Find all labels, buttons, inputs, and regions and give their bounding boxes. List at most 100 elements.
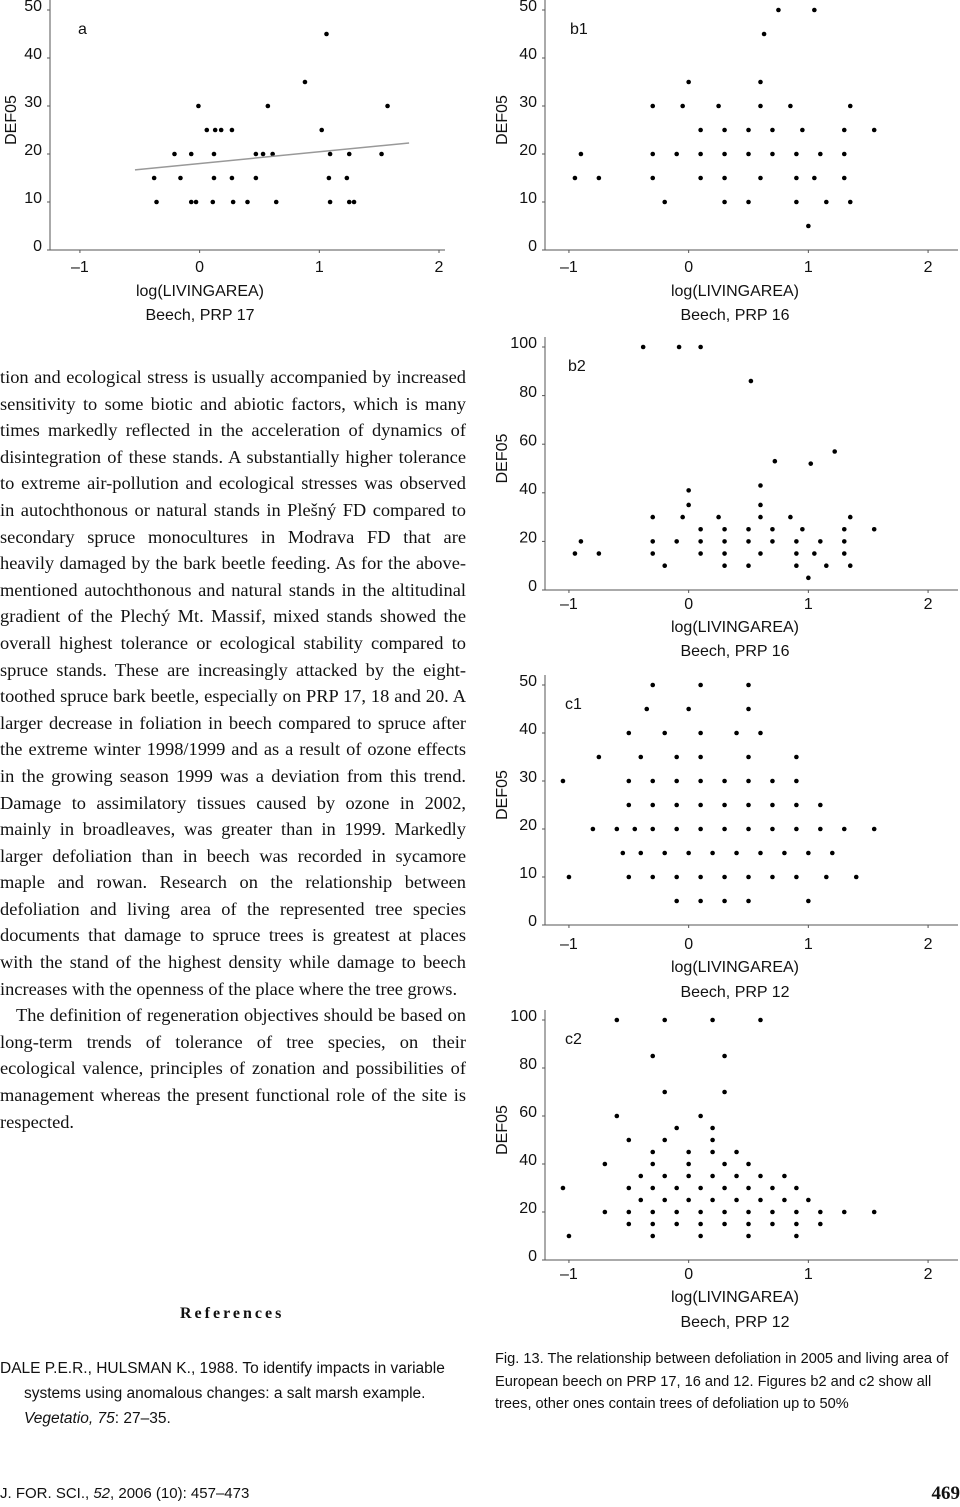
point <box>662 1137 668 1143</box>
point <box>578 151 584 157</box>
point <box>722 1185 727 1191</box>
point <box>782 850 787 856</box>
point <box>218 127 224 133</box>
point <box>841 127 847 133</box>
point <box>746 874 751 880</box>
point <box>650 1209 656 1215</box>
point <box>770 526 775 532</box>
journal: J. FOR. SCI., <box>0 1485 94 1502</box>
paragraph: The definition of regeneration objective… <box>0 1005 466 1132</box>
reference-text: DALE P.E.R., HULSMAN K., 1988. To identi… <box>0 1360 445 1402</box>
point <box>746 127 751 133</box>
point <box>626 1209 632 1215</box>
point <box>746 1221 751 1227</box>
point <box>632 826 638 832</box>
point <box>674 778 679 784</box>
point <box>686 1173 691 1179</box>
x-tick-label: 2 <box>924 1266 933 1283</box>
x-tick-label: 0 <box>684 259 693 276</box>
point <box>596 175 602 181</box>
point <box>626 1221 632 1227</box>
x-tick-label: –1 <box>71 259 89 276</box>
y-tick-label: 40 <box>519 1152 537 1169</box>
point <box>746 706 751 712</box>
point <box>650 1221 656 1227</box>
point <box>344 175 350 181</box>
point <box>710 1197 715 1203</box>
point <box>746 151 751 157</box>
point <box>196 103 201 109</box>
point <box>806 1197 811 1203</box>
point <box>788 103 793 109</box>
point <box>841 551 847 556</box>
point <box>746 1233 751 1239</box>
point <box>722 199 727 205</box>
point <box>794 563 799 568</box>
point <box>698 526 703 532</box>
chart-subtitle: Beech, PRP 16 <box>680 643 789 660</box>
point <box>758 1173 763 1179</box>
point <box>229 175 235 181</box>
point <box>674 802 679 808</box>
y-tick-label: 100 <box>510 1008 537 1025</box>
point <box>830 850 835 856</box>
x-tick-label: 2 <box>924 936 933 953</box>
y-tick-label: 20 <box>24 142 42 159</box>
chart-subtitle: Beech, PRP 12 <box>680 984 789 1001</box>
y-tick-label: 40 <box>24 46 42 63</box>
point <box>265 103 271 109</box>
y-axis-label: DEF05 <box>494 770 511 820</box>
point <box>824 874 829 880</box>
point <box>346 151 352 157</box>
point <box>193 199 199 205</box>
point <box>841 175 847 181</box>
y-tick-label: 10 <box>519 190 537 207</box>
y-tick-label: 20 <box>519 142 537 159</box>
y-axis-label: DEF05 <box>494 1105 511 1155</box>
point <box>722 526 727 532</box>
point <box>722 1161 727 1167</box>
point <box>270 151 275 157</box>
x-tick-label: 0 <box>195 259 204 276</box>
point <box>674 1209 679 1215</box>
point <box>758 514 763 520</box>
point <box>794 826 799 832</box>
point <box>812 175 817 181</box>
point <box>871 826 877 832</box>
point <box>680 514 685 520</box>
point <box>722 151 727 157</box>
y-axis-label: DEF05 <box>494 434 511 484</box>
x-tick-label: 0 <box>684 1266 693 1283</box>
point <box>772 458 778 464</box>
x-tick-label: 1 <box>804 596 813 613</box>
point <box>710 1017 715 1023</box>
point <box>614 1017 620 1023</box>
point <box>578 539 584 544</box>
point <box>808 461 814 466</box>
point <box>722 898 727 904</box>
point <box>686 850 691 856</box>
y-tick-label: 10 <box>519 865 537 882</box>
panel-label: c1 <box>565 696 582 713</box>
point <box>800 526 805 532</box>
point <box>698 778 703 784</box>
point <box>818 1209 823 1215</box>
point <box>841 539 847 544</box>
y-tick-label: 50 <box>519 0 537 15</box>
y-tick-label: 30 <box>24 94 42 111</box>
point <box>674 151 679 157</box>
point <box>674 874 679 880</box>
point <box>302 79 308 85</box>
x-tick-label: 1 <box>804 1266 813 1283</box>
point <box>812 551 817 556</box>
point <box>722 539 727 544</box>
reference-pages: : 27–35. <box>114 1410 171 1427</box>
point <box>722 551 727 556</box>
point <box>841 826 847 832</box>
point <box>151 175 157 181</box>
point <box>758 175 763 181</box>
point <box>260 151 266 157</box>
point <box>638 1173 644 1179</box>
point <box>722 1089 727 1095</box>
